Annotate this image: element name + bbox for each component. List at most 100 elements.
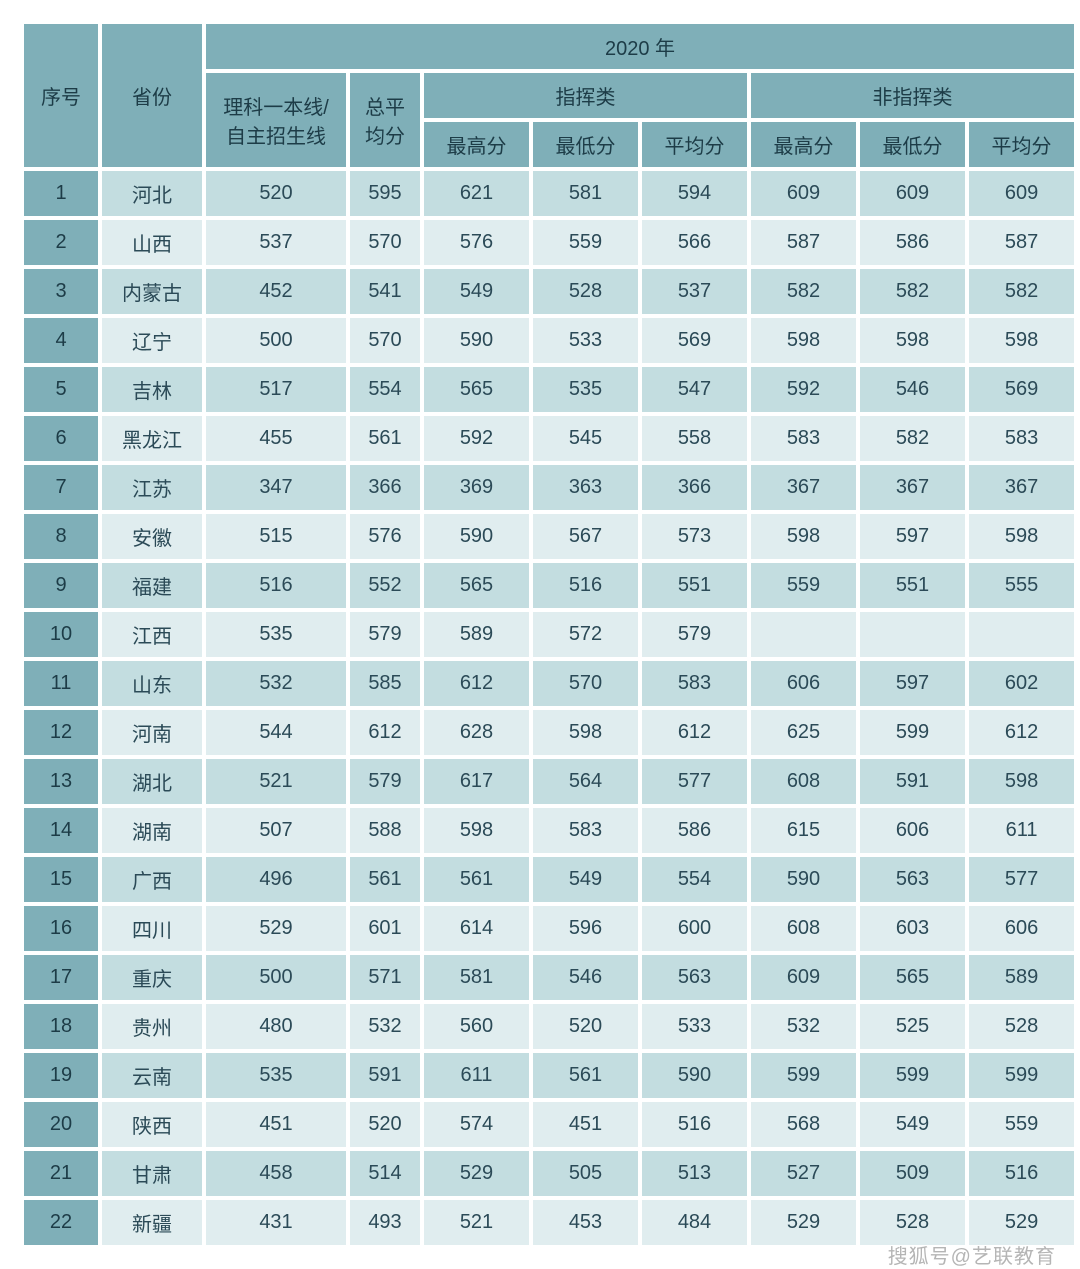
cell-n-min: 551 bbox=[860, 563, 965, 608]
cell-n-min: 565 bbox=[860, 955, 965, 1000]
cell-c-max: 590 bbox=[424, 514, 529, 559]
cell-n-avg: 528 bbox=[969, 1004, 1074, 1049]
cell-idx: 2 bbox=[24, 220, 98, 265]
cell-c-avg: 537 bbox=[642, 269, 747, 314]
cell-idx: 21 bbox=[24, 1151, 98, 1196]
cell-idx: 15 bbox=[24, 857, 98, 902]
cell-idx: 5 bbox=[24, 367, 98, 412]
cell-idx: 13 bbox=[24, 759, 98, 804]
cell-n-max: 559 bbox=[751, 563, 856, 608]
cell-province: 江苏 bbox=[102, 465, 202, 510]
cell-n-max: 606 bbox=[751, 661, 856, 706]
cell-n-max: 583 bbox=[751, 416, 856, 461]
cell-total-avg: 601 bbox=[350, 906, 420, 951]
header-c-min: 最低分 bbox=[533, 122, 638, 167]
cell-n-max: 608 bbox=[751, 906, 856, 951]
cell-c-min: 516 bbox=[533, 563, 638, 608]
cell-province: 新疆 bbox=[102, 1200, 202, 1245]
table-row: 17重庆500571581546563609565589 bbox=[24, 955, 1074, 1000]
cell-idx: 7 bbox=[24, 465, 98, 510]
cell-idx: 6 bbox=[24, 416, 98, 461]
cell-c-min: 570 bbox=[533, 661, 638, 706]
cell-c-min: 535 bbox=[533, 367, 638, 412]
cell-line: 535 bbox=[206, 612, 346, 657]
cell-n-min: 603 bbox=[860, 906, 965, 951]
table-row: 21甘肃458514529505513527509516 bbox=[24, 1151, 1074, 1196]
cell-n-avg: 609 bbox=[969, 171, 1074, 216]
header-province: 省份 bbox=[102, 24, 202, 167]
table-row: 8安徽515576590567573598597598 bbox=[24, 514, 1074, 559]
cell-idx: 16 bbox=[24, 906, 98, 951]
cell-c-avg: 579 bbox=[642, 612, 747, 657]
cell-line: 529 bbox=[206, 906, 346, 951]
cell-province: 陕西 bbox=[102, 1102, 202, 1147]
cell-n-min: 563 bbox=[860, 857, 965, 902]
cell-line: 458 bbox=[206, 1151, 346, 1196]
cell-n-avg: 559 bbox=[969, 1102, 1074, 1147]
cell-idx: 3 bbox=[24, 269, 98, 314]
cell-province: 河北 bbox=[102, 171, 202, 216]
cell-c-max: 621 bbox=[424, 171, 529, 216]
cell-idx: 14 bbox=[24, 808, 98, 853]
table-row: 12河南544612628598612625599612 bbox=[24, 710, 1074, 755]
cell-province: 湖南 bbox=[102, 808, 202, 853]
header-c-avg: 平均分 bbox=[642, 122, 747, 167]
cell-c-max: 560 bbox=[424, 1004, 529, 1049]
table-row: 18贵州480532560520533532525528 bbox=[24, 1004, 1074, 1049]
cell-c-min: 363 bbox=[533, 465, 638, 510]
cell-total-avg: 532 bbox=[350, 1004, 420, 1049]
cell-n-min: 597 bbox=[860, 661, 965, 706]
cell-idx: 18 bbox=[24, 1004, 98, 1049]
cell-c-avg: 516 bbox=[642, 1102, 747, 1147]
table-row: 11山东532585612570583606597602 bbox=[24, 661, 1074, 706]
cell-n-max: 609 bbox=[751, 171, 856, 216]
cell-n-max: 598 bbox=[751, 514, 856, 559]
cell-n-avg: 569 bbox=[969, 367, 1074, 412]
cell-n-max: 568 bbox=[751, 1102, 856, 1147]
cell-c-min: 559 bbox=[533, 220, 638, 265]
cell-c-avg: 547 bbox=[642, 367, 747, 412]
cell-c-avg: 590 bbox=[642, 1053, 747, 1098]
cell-total-avg: 612 bbox=[350, 710, 420, 755]
cell-n-max: 608 bbox=[751, 759, 856, 804]
table-row: 14湖南507588598583586615606611 bbox=[24, 808, 1074, 853]
table-row: 20陕西451520574451516568549559 bbox=[24, 1102, 1074, 1147]
cell-line: 537 bbox=[206, 220, 346, 265]
cell-n-avg: 577 bbox=[969, 857, 1074, 902]
cell-total-avg: 366 bbox=[350, 465, 420, 510]
cell-line: 431 bbox=[206, 1200, 346, 1245]
cell-total-avg: 520 bbox=[350, 1102, 420, 1147]
cell-n-min: 609 bbox=[860, 171, 965, 216]
header-year: 2020 年 bbox=[206, 24, 1074, 69]
table-row: 19云南535591611561590599599599 bbox=[24, 1053, 1074, 1098]
cell-province: 重庆 bbox=[102, 955, 202, 1000]
cell-n-avg: 529 bbox=[969, 1200, 1074, 1245]
cell-n-max: 367 bbox=[751, 465, 856, 510]
cell-c-min: 546 bbox=[533, 955, 638, 1000]
cell-c-max: 561 bbox=[424, 857, 529, 902]
table-row: 9福建516552565516551559551555 bbox=[24, 563, 1074, 608]
cell-line: 521 bbox=[206, 759, 346, 804]
cell-n-avg: 367 bbox=[969, 465, 1074, 510]
cell-n-avg: 516 bbox=[969, 1151, 1074, 1196]
cell-n-max bbox=[751, 612, 856, 657]
cell-n-max: 590 bbox=[751, 857, 856, 902]
cell-n-avg: 589 bbox=[969, 955, 1074, 1000]
table-row: 2山西537570576559566587586587 bbox=[24, 220, 1074, 265]
cell-c-max: 565 bbox=[424, 563, 529, 608]
cell-idx: 12 bbox=[24, 710, 98, 755]
cell-n-max: 592 bbox=[751, 367, 856, 412]
cell-province: 福建 bbox=[102, 563, 202, 608]
cell-n-avg: 611 bbox=[969, 808, 1074, 853]
cell-c-avg: 583 bbox=[642, 661, 747, 706]
cell-n-max: 625 bbox=[751, 710, 856, 755]
cell-c-max: 598 bbox=[424, 808, 529, 853]
cell-total-avg: 591 bbox=[350, 1053, 420, 1098]
cell-n-min: 582 bbox=[860, 269, 965, 314]
cell-total-avg: 571 bbox=[350, 955, 420, 1000]
cell-n-min: 586 bbox=[860, 220, 965, 265]
cell-c-avg: 577 bbox=[642, 759, 747, 804]
header-total-avg: 总平 均分 bbox=[350, 73, 420, 167]
cell-idx: 4 bbox=[24, 318, 98, 363]
cell-n-min: 598 bbox=[860, 318, 965, 363]
